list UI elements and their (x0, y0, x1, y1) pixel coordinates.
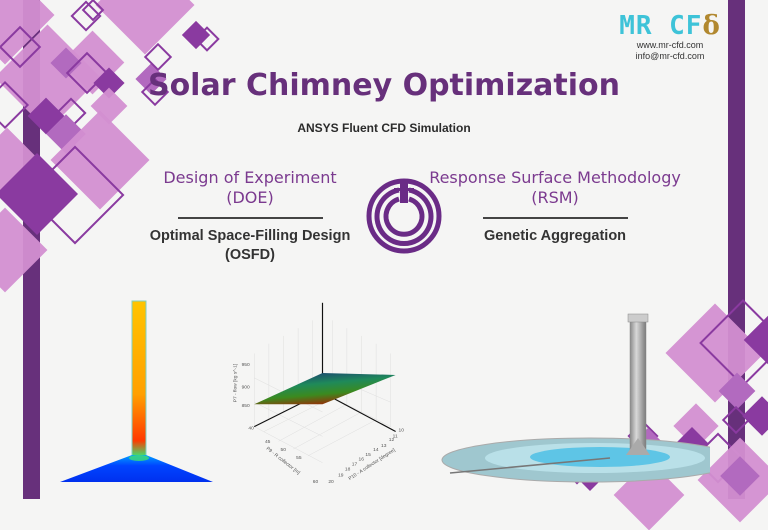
page-title: Solar Chimney Optimization (147, 68, 621, 103)
divider (482, 217, 628, 219)
svg-text:19: 19 (338, 472, 344, 478)
rsm-heading: Response Surface Methodology (429, 168, 681, 187)
svg-text:45: 45 (265, 439, 271, 445)
delta-icon: δ (702, 11, 721, 41)
logo-brand: MR CFδ (619, 11, 721, 41)
svg-text:12: 12 (389, 437, 395, 443)
svg-text:900: 900 (242, 385, 250, 391)
rsm-section: Response Surface Methodology (RSM) Genet… (420, 168, 690, 246)
svg-text:20: 20 (328, 479, 334, 485)
doe-method-abbr: (OSFD) (225, 247, 275, 263)
doe-method: Optimal Space-Filling Design (149, 228, 351, 244)
velocity-contour-image (60, 300, 213, 482)
svg-text:50: 50 (281, 447, 287, 453)
svg-text:10: 10 (399, 428, 405, 434)
svg-text:15: 15 (365, 452, 371, 458)
rsm-method: Genetic Aggregation (483, 228, 627, 244)
doe-heading-abbr: (DOE) (226, 188, 274, 207)
svg-text:17: 17 (352, 462, 358, 468)
svg-text:950: 950 (242, 362, 250, 368)
doe-section: Design of Experiment (DOE) Optimal Space… (140, 168, 360, 265)
svg-text:13: 13 (381, 443, 387, 449)
svg-text:16: 16 (359, 457, 365, 463)
svg-text:60: 60 (313, 479, 319, 485)
divider (177, 217, 323, 219)
svg-text:55: 55 (296, 455, 302, 461)
svg-text:11: 11 (393, 433, 398, 439)
z-axis-label: P7 - flow [kg s^-1] (233, 364, 239, 402)
solar-chimney-3d-model (441, 313, 710, 483)
email-link[interactable]: info@mr-cfd.com (635, 51, 705, 61)
rsm-heading-abbr: (RSM) (531, 188, 579, 207)
doe-heading: Design of Experiment (163, 168, 337, 187)
website-link[interactable]: www.mr-cfd.com (636, 40, 704, 50)
concentric-rings-icon (366, 178, 442, 254)
svg-text:14: 14 (373, 447, 379, 453)
response-surface-plot: 950 900 850 40 45 50 55 60 1011121314151617181… (233, 302, 405, 485)
page-subtitle: ANSYS Fluent CFD Simulation (297, 121, 471, 135)
svg-text:850: 850 (242, 403, 250, 409)
mr-cfd-logo[interactable]: MR CFδ www.mr-cfd.com info@mr-cfd.com (600, 12, 740, 62)
svg-text:18: 18 (345, 467, 351, 473)
svg-text:40: 40 (248, 426, 254, 432)
